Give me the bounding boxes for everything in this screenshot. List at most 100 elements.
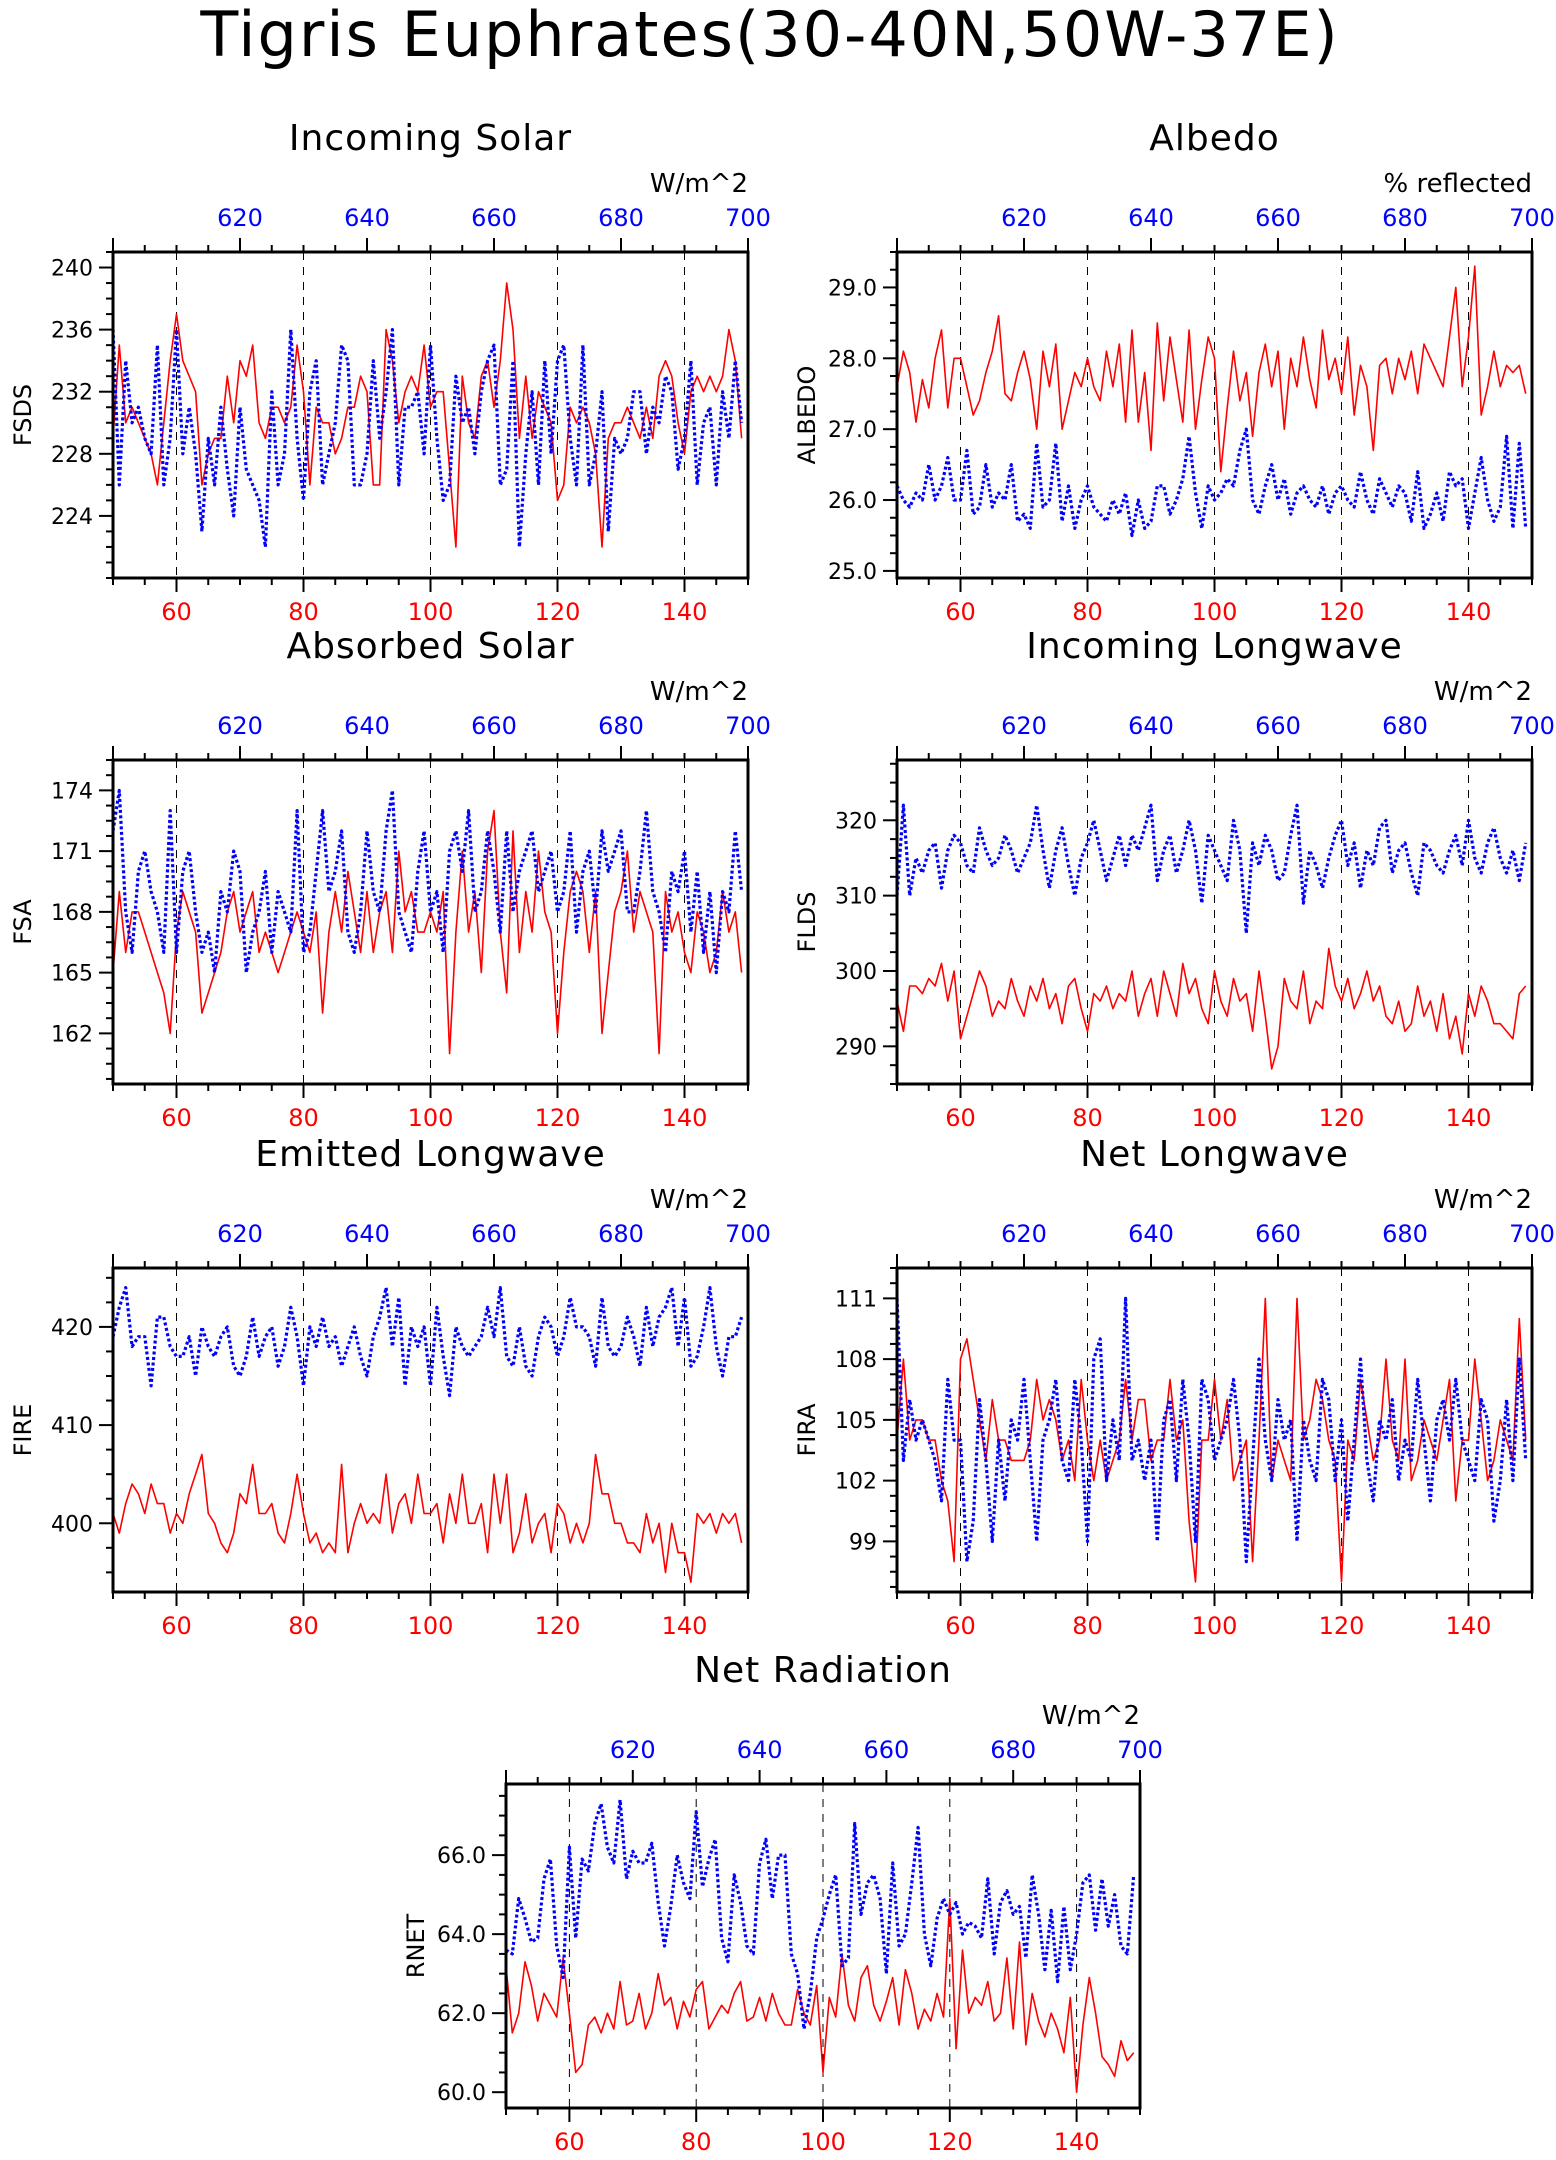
series-blue-dotted-line [111,328,744,549]
x-tick-label-bottom: 60 [161,598,192,626]
chart-title: Incoming Solar [289,118,572,159]
series-red-solid-line [896,947,1527,1070]
y-tick-label: 410 [51,1414,93,1439]
y-tick-label: 174 [51,779,93,804]
y-axis-label: FSDS [9,384,37,446]
series-blue-dotted-line [895,1296,1528,1564]
x-tick-label-bottom: 120 [1319,1612,1365,1640]
plot-frame [111,250,750,580]
y-axis-label: FSA [9,899,37,945]
y-tick-label: 162 [51,1022,93,1047]
x-tick-label-bottom: 140 [662,1104,708,1132]
x-tick-label-top: 700 [1117,1736,1163,1764]
y-tick-label: 228 [51,443,93,468]
series-red-solid-line [505,1897,1135,2093]
series-blue-dotted-line [111,1285,744,1398]
unit-label: W/m^2 [650,677,748,707]
x-tick-label-bottom: 100 [408,1612,454,1640]
x-tick-label-bottom: 120 [1319,598,1365,626]
chart-fira: Net Longwave W/m^2 FIRA 60 80 100 120 140 620 640… [793,1134,1555,1640]
y-axis-label: RNET [402,1913,430,1978]
x-tick-label-top: 660 [1255,712,1301,740]
series-red-solid-line [896,1297,1527,1583]
x-tick-label-bottom: 60 [945,1612,976,1640]
x-tick-label-top: 620 [1001,1220,1047,1248]
x-tick-label-bottom: 140 [662,598,708,626]
chart-title: Incoming Longwave [1026,626,1403,667]
chart-title: Net Radiation [694,1650,952,1691]
unit-label: W/m^2 [650,169,748,199]
x-tick-label-bottom: 120 [535,598,581,626]
x-tick-label-bottom: 100 [1192,1612,1238,1640]
x-tick-label-top: 620 [1001,712,1047,740]
y-tick-label: 26.0 [828,489,877,514]
x-tick-label-bottom: 100 [408,1104,454,1132]
x-tick-label-top: 680 [1382,204,1428,232]
x-tick-label-top: 680 [598,712,644,740]
y-axis-label: FLDS [793,892,821,953]
x-tick-label-top: 660 [471,712,517,740]
chart-fire: Emitted Longwave W/m^2 FIRE 60 80 100 120 140 62… [9,1134,771,1640]
x-tick-label-bottom: 80 [1072,1612,1103,1640]
x-tick-label-bottom: 100 [1192,1104,1238,1132]
x-tick-label-top: 660 [471,204,517,232]
x-tick-label-bottom: 60 [161,1104,192,1132]
plot-frame [504,1782,1142,2110]
x-tick-label-top: 640 [344,712,390,740]
x-tick-label-top: 640 [1128,204,1174,232]
x-tick-label-bottom: 80 [288,1104,319,1132]
y-tick-label: 400 [51,1512,93,1537]
unit-label: % reflected [1384,169,1532,199]
x-tick-label-bottom: 80 [681,2128,712,2156]
x-tick-label-bottom: 80 [288,598,319,626]
x-tick-label-top: 660 [1255,204,1301,232]
x-tick-label-top: 700 [725,204,771,232]
x-tick-label-bottom: 120 [535,1104,581,1132]
y-tick-label: 300 [835,960,877,985]
x-tick-label-top: 640 [344,204,390,232]
y-tick-label: 111 [835,1287,877,1312]
x-tick-label-bottom: 60 [945,1104,976,1132]
unit-label: W/m^2 [1042,1701,1140,1731]
y-tick-label: 240 [51,257,93,282]
x-tick-label-top: 700 [725,1220,771,1248]
x-tick-label-top: 680 [598,1220,644,1248]
x-tick-label-top: 640 [344,1220,390,1248]
series-blue-dotted-line [895,427,1528,538]
y-tick-label: 168 [51,901,93,926]
x-tick-label-bottom: 60 [945,598,976,626]
x-tick-label-bottom: 100 [408,598,454,626]
x-tick-label-bottom: 80 [288,1612,319,1640]
y-tick-label: 108 [835,1348,877,1373]
x-tick-label-bottom: 60 [161,1612,192,1640]
x-tick-label-bottom: 120 [927,2128,973,2156]
y-tick-label: 105 [835,1409,877,1434]
figure-title: Tigris Euphrates(30-40N,50W-37E) [199,0,1339,71]
series-red-solid-line [112,809,743,1055]
x-tick-label-bottom: 140 [1446,1612,1492,1640]
x-tick-label-bottom: 140 [662,1612,708,1640]
x-tick-label-top: 640 [737,1736,783,1764]
y-tick-label: 320 [835,809,877,834]
x-tick-label-top: 680 [1382,1220,1428,1248]
y-tick-label: 29.0 [828,276,877,301]
y-tick-label: 25.0 [828,560,877,585]
x-tick-label-bottom: 80 [1072,1104,1103,1132]
x-tick-label-bottom: 60 [554,2128,585,2156]
x-tick-label-top: 620 [217,712,263,740]
x-tick-label-top: 680 [1382,712,1428,740]
y-tick-label: 232 [51,381,93,406]
x-tick-label-top: 700 [1509,712,1555,740]
y-tick-label: 171 [51,840,93,865]
x-tick-label-top: 700 [725,712,771,740]
chart-rnet: Net Radiation W/m^2 RNET 60 80 100 120 140 620 64… [402,1650,1163,2156]
x-tick-label-top: 620 [217,1220,263,1248]
series-blue-dotted-line [111,788,744,975]
x-tick-label-top: 640 [1128,712,1174,740]
y-tick-label: 60.0 [437,2081,486,2106]
series-blue-dotted-line [895,803,1528,935]
plot-frame [895,1266,1534,1594]
x-tick-label-top: 640 [1128,1220,1174,1248]
chart-fsds: Incoming Solar W/m^2 FSDS 60 80 100 120 140 620 6… [9,118,771,626]
